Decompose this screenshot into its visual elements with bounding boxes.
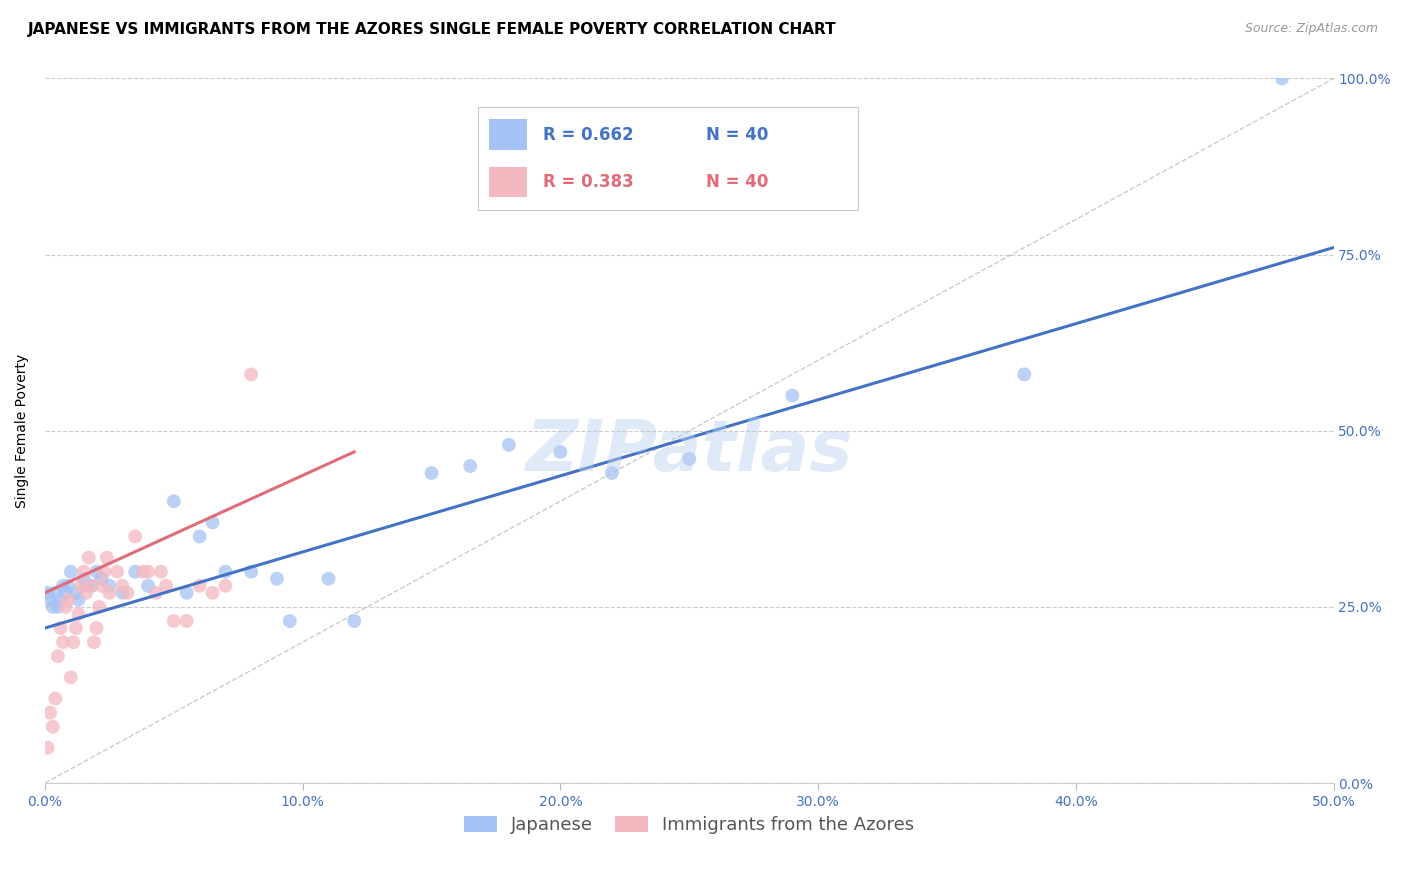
Point [90,579,112,593]
Point [67,607,90,621]
Point [65,621,87,635]
Point [343,614,366,628]
Point [59,565,82,579]
Point [80,579,103,593]
Legend: Japanese, Immigrants from the Azores: Japanese, Immigrants from the Azores [464,815,914,834]
Point [46,599,69,614]
Point [90,572,112,586]
Point [87,599,110,614]
Point [93,565,115,579]
Point [55,586,77,600]
Y-axis label: Single Female Poverty: Single Female Poverty [15,353,30,508]
Point [56,579,79,593]
Point [67,592,90,607]
Point [75,579,97,593]
Point [124,565,146,579]
Point [41,720,63,734]
Point [52,635,75,649]
Point [55,599,77,614]
Point [201,516,224,530]
Point [96,550,118,565]
Point [550,445,572,459]
Point [136,565,159,579]
Bar [489,167,527,197]
Point [188,529,211,543]
Point [278,614,301,628]
Point [678,452,700,467]
Point [201,586,224,600]
Point [782,388,804,402]
Point [98,579,121,593]
Bar [489,120,527,150]
Text: R = 0.662: R = 0.662 [543,126,633,144]
Point [56,592,79,607]
Text: ZIPatlas: ZIPatlas [526,417,853,486]
Point [240,565,263,579]
Point [318,572,340,586]
Point [105,565,128,579]
Point [41,599,63,614]
Point [163,614,186,628]
Point [77,550,100,565]
Point [44,586,66,600]
Text: N = 40: N = 40 [706,126,768,144]
Point [72,572,94,586]
Point [420,466,443,480]
Point [39,592,62,607]
Point [98,586,121,600]
Point [49,621,72,635]
Point [458,458,481,473]
Point [188,579,211,593]
Point [72,565,94,579]
Point [86,621,108,635]
Point [111,579,134,593]
Point [59,670,82,684]
Point [70,579,93,593]
Point [37,586,59,600]
Point [266,572,288,586]
Text: R = 0.383: R = 0.383 [543,173,633,191]
Point [80,579,103,593]
Point [145,586,167,600]
Point [132,565,155,579]
Point [1271,71,1294,86]
Point [600,466,623,480]
Point [39,706,62,720]
Point [124,529,146,543]
Point [214,565,236,579]
Point [86,565,108,579]
Point [52,579,75,593]
Point [498,438,520,452]
Point [214,579,236,593]
Point [149,565,172,579]
Point [83,635,105,649]
Point [1012,368,1035,382]
Point [240,368,263,382]
Point [49,592,72,607]
Text: N = 40: N = 40 [706,173,768,191]
Text: JAPANESE VS IMMIGRANTS FROM THE AZORES SINGLE FEMALE POVERTY CORRELATION CHART: JAPANESE VS IMMIGRANTS FROM THE AZORES S… [28,22,837,37]
Text: Source: ZipAtlas.com: Source: ZipAtlas.com [1244,22,1378,36]
Point [62,635,84,649]
Point [46,649,69,664]
Point [65,586,87,600]
Point [75,586,97,600]
Point [136,579,159,593]
Point [163,494,186,508]
Point [111,586,134,600]
Point [176,614,198,628]
Point [44,691,66,706]
Point [117,586,139,600]
Point [155,579,177,593]
Point [37,740,59,755]
Point [176,586,198,600]
